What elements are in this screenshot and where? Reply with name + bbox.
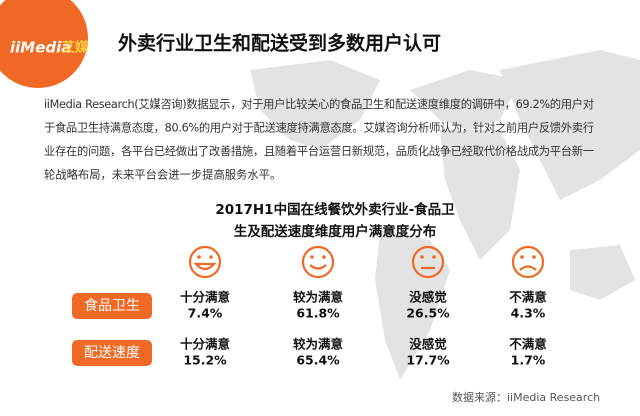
cell-label: 十分满意: [180, 290, 230, 305]
cell-value: 61.8%: [296, 306, 340, 321]
paragraph-line: 业存在的问题，各平台已经做出了改善措施，且随着平台运营日新规范，品质化战争已经取…: [44, 144, 594, 158]
cell-label: 较为满意: [293, 337, 343, 352]
table: 食品卫生十分满意7.4%较为满意61.8%没感觉26.5%不满意4.3%配送速度…: [72, 290, 547, 368]
row-label-box: [72, 340, 152, 366]
cell-label: 没感觉: [409, 290, 447, 305]
paragraph-line: 于食品卫生持满意态度，80.6%的用户对于配送速度持满意态度。艾媒咨询分析师认为…: [44, 121, 594, 135]
cell-value: 17.7%: [406, 353, 450, 368]
logo-brand-cn: 艾媒: [62, 40, 89, 56]
page-title: 外卖行业卫生和配送受到多数用户认可: [118, 32, 441, 55]
row-label: 食品卫生: [84, 297, 140, 314]
table-title: 2017H1中国在线餐饮外卖行业-食品卫: [215, 201, 455, 218]
cell-value: 65.4%: [296, 353, 340, 368]
paragraph-line: iiMedia Research(艾媒咨询)数据显示，对于用户比较关心的食品卫生…: [44, 97, 594, 111]
logo-circle: [0, 0, 88, 88]
source: 数据来源：iiMedia Research: [452, 390, 600, 404]
paragraph: iiMedia Research(艾媒咨询)数据显示，对于用户比较关心的食品卫生…: [44, 97, 594, 182]
table-title: 生及配送速度维度用户满意度分布: [234, 223, 437, 240]
row-label-box: [72, 293, 152, 319]
cell-value: 1.7%: [511, 353, 546, 368]
cell-value: 26.5%: [406, 306, 450, 321]
paragraph-line: 轮战略布局，未来平台会进一步提高服务水平。: [44, 168, 281, 182]
cell-label: 没感觉: [409, 337, 447, 352]
cell-label: 十分满意: [180, 337, 230, 352]
cell-value: 7.4%: [188, 306, 223, 321]
cell-value: 4.3%: [511, 306, 546, 321]
cell-label: 不满意: [509, 337, 547, 352]
cell-label: 较为满意: [293, 290, 343, 305]
cell-label: 不满意: [509, 290, 547, 305]
row-label: 配送速度: [84, 345, 140, 361]
cell-value: 15.2%: [183, 353, 227, 368]
logo-brand: iiMedia: [10, 39, 71, 57]
face-icons: [188, 245, 545, 279]
